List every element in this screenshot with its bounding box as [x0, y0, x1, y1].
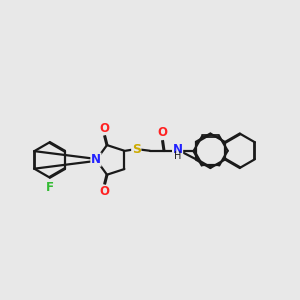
Text: N: N — [172, 143, 183, 156]
Text: F: F — [46, 181, 53, 194]
Text: S: S — [132, 143, 141, 156]
Text: O: O — [100, 122, 110, 135]
Text: N: N — [91, 153, 101, 166]
Text: O: O — [158, 126, 168, 140]
Text: O: O — [100, 185, 110, 198]
Text: H: H — [174, 151, 181, 160]
